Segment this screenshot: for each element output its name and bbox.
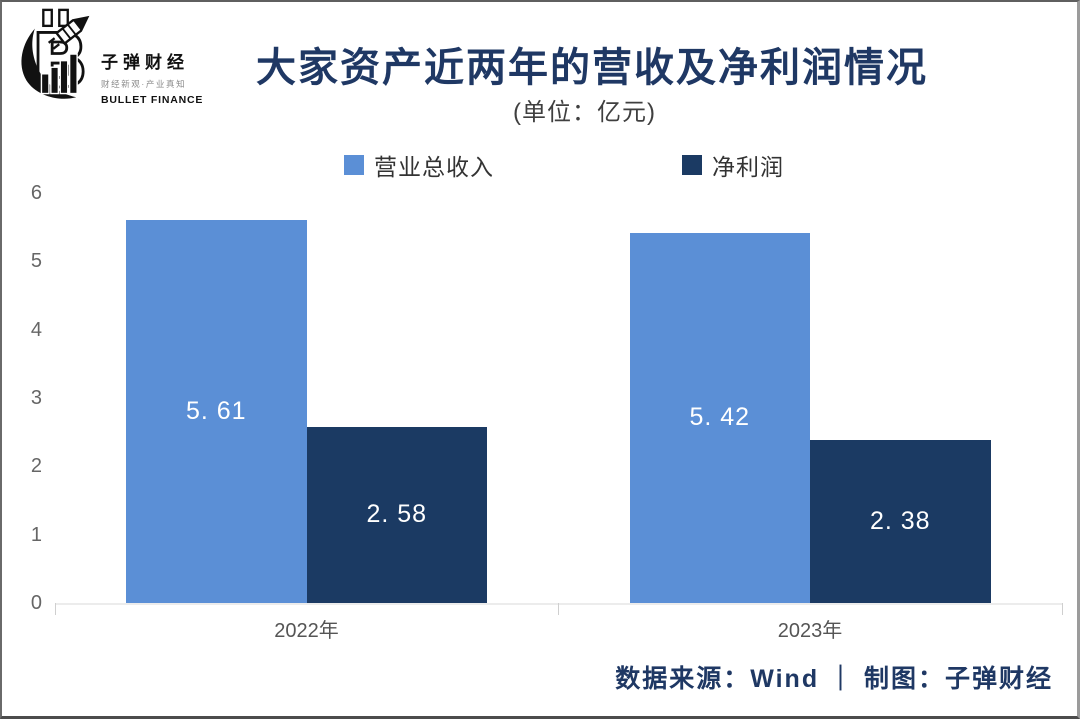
logo-brand-name: 子弹财经 xyxy=(101,53,189,72)
y-axis-tick-label: 0 xyxy=(30,592,42,614)
legend-swatch-revenue xyxy=(344,155,364,175)
y-axis-tick-label: 4 xyxy=(30,318,42,341)
logo-english-name: BULLET FINANCE xyxy=(101,94,204,106)
bar-profit-2023年: 2. 38 xyxy=(810,440,991,603)
logo-tagline: 财经新观·产业真知 xyxy=(101,79,187,89)
logo-text-block: 子弹财经 财经新观·产业真知 BULLET FINANCE xyxy=(101,48,203,106)
bar-revenue-2022年: 5. 61 xyxy=(126,219,307,603)
data-source-credit: 数据来源：Wind ｜ 制图：子弹财经 xyxy=(615,665,1053,693)
bar-value-label: 2. 58 xyxy=(366,500,428,529)
bar-value-label: 2. 38 xyxy=(869,507,931,536)
legend-label-profit: 净利润 xyxy=(712,154,784,180)
bar-profit-2022年: 2. 58 xyxy=(306,426,487,603)
y-axis-tick-label: 6 xyxy=(30,182,42,204)
x-axis-category-label: 2023年 xyxy=(777,620,843,642)
legend-item-revenue: 营业总收入 xyxy=(344,148,494,182)
bar-value-label: 5. 61 xyxy=(185,396,247,425)
legend-label-revenue: 营业总收入 xyxy=(374,154,494,180)
bar-revenue-2023年: 5. 42 xyxy=(629,232,810,603)
y-axis-tick-label: 5 xyxy=(30,250,42,273)
x-axis-tick xyxy=(558,603,560,615)
x-axis-tick xyxy=(1062,603,1063,615)
chart-unit-subtitle: (单位：亿元) xyxy=(513,99,656,126)
bullet-rocket-chart-icon: B xyxy=(21,8,90,102)
x-axis-tick xyxy=(55,603,56,615)
chart-title: 大家资产近两年的营收及净利润情况 xyxy=(256,46,928,90)
x-axis-category-label: 2022年 xyxy=(274,620,339,642)
bullet-finance-logo: B 子弹财经 财经新观·产业真知 BULLET FINANCE xyxy=(16,8,203,106)
legend-swatch-profit xyxy=(682,155,702,175)
y-axis-tick-label: 1 xyxy=(30,523,42,546)
legend-item-profit: 净利润 xyxy=(682,148,784,182)
bar-value-label: 5. 42 xyxy=(689,403,751,432)
y-axis-tick-label: 2 xyxy=(30,455,42,478)
y-axis-tick-label: 3 xyxy=(30,387,42,409)
